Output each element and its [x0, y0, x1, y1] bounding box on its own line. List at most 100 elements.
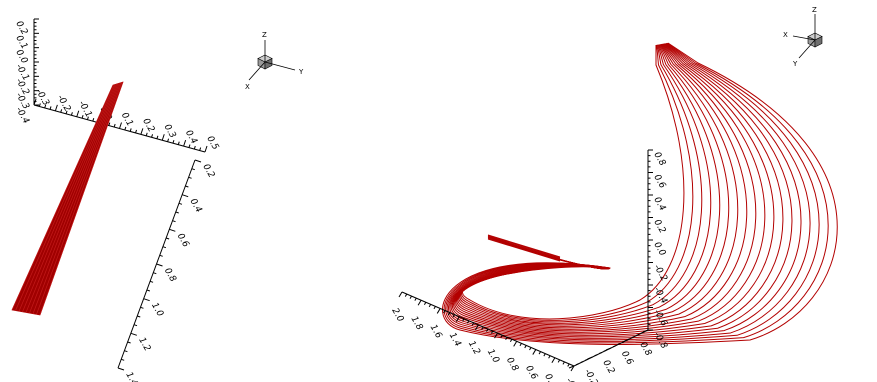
surface-strand	[39, 81, 124, 316]
surface-strand	[25, 83, 119, 313]
left-axis-c-minor-tick	[178, 202, 183, 205]
right-axis-w-minor-tick	[519, 343, 522, 347]
right-axis-w-tick	[417, 299, 422, 306]
left-axis-b-tick-label: 0.1	[119, 111, 135, 128]
left-axis-c-tick-label: 0.4	[188, 197, 204, 215]
right-axis-d-minor-tick	[594, 354, 598, 357]
right-axis-d-minor-tick	[580, 361, 584, 363]
curve-line	[455, 43, 748, 330]
left-axis-c-minor-tick	[133, 324, 138, 327]
left-axis-b-minor-tick	[108, 122, 111, 126]
orientation-axis-x	[792, 35, 816, 41]
left-axis-b-minor-tick	[124, 126, 127, 131]
right-axis-vertical: 0.80.60.40.20.0-0.2-0.4-0.6-0.8	[647, 149, 669, 351]
left-axis-c-tick	[117, 367, 125, 371]
orientation-label-z: Z	[262, 31, 267, 39]
left-axis-c-tick-label: 0.8	[162, 267, 178, 285]
surface-strand	[32, 82, 121, 314]
right-axis-v-tick-label: -0.2	[651, 263, 669, 283]
orientation-axis-x	[248, 61, 266, 81]
right-axis-v-tick-label: 0.0	[651, 241, 667, 259]
left-axis-c-tick	[182, 194, 189, 198]
right-axis-v-tick-label: 0.2	[651, 218, 667, 236]
curve-arm	[487, 236, 561, 260]
orientation-cube-right	[264, 58, 273, 70]
curve-arm	[487, 237, 561, 261]
curve-line	[449, 43, 793, 338]
surface-strand	[11, 84, 114, 311]
right-axis-w-tick-label: 0.6	[523, 364, 539, 382]
left-axis-b-minor-tick	[44, 104, 47, 109]
left-axis-a-tick-label: -0.4	[13, 106, 31, 126]
left-axis-c-minor-tick	[149, 280, 154, 283]
right-axis-w-minor-tick	[452, 314, 455, 318]
right-axis-w-tick	[513, 341, 518, 347]
left-axis-c-minor-tick	[185, 185, 189, 188]
right-axis-w-tick-label: 0.4	[542, 372, 558, 382]
orientation-label-x: X	[245, 83, 250, 91]
right-axis-d-minor-tick	[617, 343, 621, 345]
left-axis-b-minor-tick	[113, 123, 116, 128]
right-panel: 0.80.60.40.20.0-0.2-0.4-0.6-0.8 2.0 1.8 1.…	[389, 6, 838, 382]
left-axis-c-tick-label: 0.6	[175, 232, 191, 250]
left-axis-c-minor-tick	[140, 306, 144, 309]
surface-strand	[29, 82, 120, 314]
right-axis-w-tick-label: 1.8	[409, 315, 425, 333]
right-axis-w-minor-tick	[505, 336, 508, 340]
left-axis-b-minor-tick	[86, 116, 89, 120]
right-axis-d-minor-tick	[622, 340, 626, 343]
right-axis-w-minor-tick	[428, 304, 432, 308]
orientation-label-x: X	[783, 31, 788, 39]
curve-line	[451, 43, 775, 335]
curve-line	[458, 44, 721, 326]
curve-line	[461, 45, 685, 320]
right-axis-w-tick	[398, 291, 403, 298]
left-axis-c-tick-label: 1.4	[123, 371, 139, 382]
curve-arm	[487, 236, 561, 260]
left-axis-c-tick-label: 1.2	[136, 336, 152, 354]
right-axis-w-minor-tick	[486, 328, 489, 332]
orientation-label-z: Z	[812, 6, 817, 14]
left-axis-b-minor-tick	[49, 106, 52, 110]
right-axis-d-minor-tick	[603, 349, 607, 352]
left-axis-b-tick-label: 0.5	[204, 135, 220, 153]
left-axis-c-tick	[156, 263, 163, 267]
right-orientation-widget: Z X Y	[783, 6, 823, 68]
right-axis-d-tick-label: 0.8	[637, 341, 653, 359]
right-axis-w-tick	[532, 349, 537, 355]
left-axis-c-minor-tick	[121, 358, 125, 361]
right-axis-v-tick-label: 0.6	[651, 173, 667, 191]
curve-arm	[487, 238, 561, 262]
left-axis-b-minor-tick	[156, 135, 159, 139]
right-axis-d-tick-label: 0.2	[600, 359, 616, 377]
curve-arm	[487, 234, 561, 258]
curve-line	[457, 44, 730, 327]
left-axis-b-minor-tick	[167, 138, 170, 142]
left-axis-c-minor-tick	[137, 315, 141, 318]
left-axis-c-minor-tick	[175, 211, 179, 214]
orientation-axis-y	[264, 61, 296, 71]
right-axis-w-minor-tick	[538, 351, 541, 355]
right-axis-w-tick-label: 0.8	[504, 356, 520, 374]
left-axis-b-tick	[183, 139, 187, 147]
orientation-axis-y	[798, 39, 816, 59]
left-axis-b-minor-tick	[92, 117, 95, 122]
left-axis-c-minor-tick	[127, 341, 131, 344]
right-axis-w-tick	[455, 316, 460, 322]
left-axis-b-minor-tick	[81, 115, 84, 119]
right-axis-w-minor-tick	[548, 355, 551, 359]
curve-line	[443, 42, 829, 344]
right-axis-w-minor-tick	[423, 302, 427, 306]
left-axis-b-minor-tick	[135, 129, 138, 134]
right-axis-w-minor-tick	[500, 334, 503, 338]
left-axis-b-tick-label: 0.4	[183, 129, 199, 147]
right-axis-w-minor-tick	[471, 322, 475, 326]
left-axis-b-tick	[33, 98, 37, 106]
curve-line	[441, 42, 838, 345]
right-axis-v-tick-label: 0.4	[651, 196, 667, 214]
left-axis-c-minor-tick	[188, 176, 192, 179]
right-axis-d-tick-label: -0.4	[563, 377, 581, 382]
right-axis-d-tick	[568, 365, 575, 369]
right-axis-w-minor-tick	[447, 312, 451, 316]
left-axis-c-tick-label: 0.2	[200, 163, 216, 181]
